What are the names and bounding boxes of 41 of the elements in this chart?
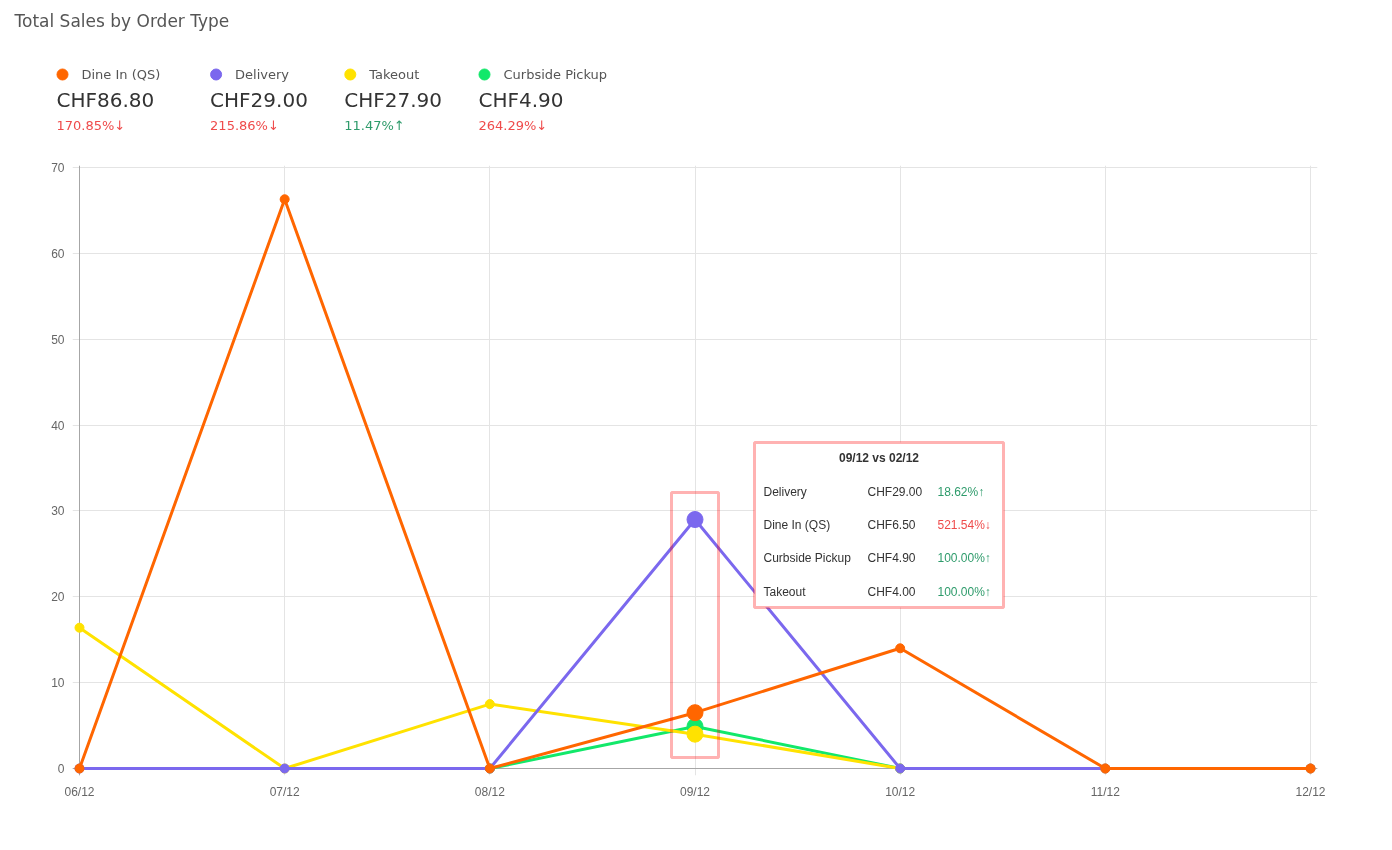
annotation: CHF29.00 bbox=[867, 484, 923, 499]
annotation: CHF4.00 bbox=[867, 584, 916, 599]
y-tick-label: 0 bbox=[57, 762, 65, 776]
legend-label: Dine In (QS) bbox=[81, 67, 161, 82]
text: 11.47%↑ bbox=[344, 118, 405, 133]
legend-label: Curbside Pickup bbox=[503, 67, 608, 82]
y-tick-label: 40 bbox=[51, 418, 65, 433]
y-tick-label: 10 bbox=[51, 676, 65, 691]
x-tick-label: 10/12 bbox=[885, 784, 916, 799]
annotation: CHF6.50 bbox=[867, 517, 916, 532]
text: 264.29%↓ bbox=[478, 118, 548, 133]
x-tick-label: 08/12 bbox=[474, 784, 506, 799]
annotation: 100.00%↑ bbox=[937, 551, 991, 566]
annotation: 09/12 vs 02/12 bbox=[838, 450, 920, 465]
annotation: Curbside Pickup bbox=[763, 551, 852, 566]
legend-label: Delivery bbox=[235, 67, 290, 82]
chart-title: Total Sales by Order Type bbox=[13, 10, 230, 31]
annotation: 521.54%↓ bbox=[937, 517, 991, 532]
text: CHF86.80 bbox=[56, 87, 155, 112]
text: 170.85%↓ bbox=[56, 118, 126, 133]
text: 215.86%↓ bbox=[210, 118, 279, 133]
y-tick-label: 50 bbox=[51, 332, 65, 347]
annotation: 18.62%↑ bbox=[937, 484, 985, 499]
x-tick-label: 12/12 bbox=[1295, 784, 1326, 799]
annotation: CHF4.90 bbox=[867, 551, 916, 566]
x-tick-label: 06/12 bbox=[64, 784, 95, 799]
y-tick-label: 60 bbox=[51, 246, 65, 261]
annotation: Takeout bbox=[763, 584, 807, 599]
text: CHF27.90 bbox=[344, 87, 443, 112]
annotation: Dine In (QS) bbox=[763, 517, 831, 532]
y-tick-label: 70 bbox=[51, 161, 65, 175]
y-tick-label: 30 bbox=[51, 504, 65, 519]
text: CHF4.90 bbox=[478, 87, 564, 112]
legend-label: Takeout bbox=[368, 67, 420, 82]
annotation: Delivery bbox=[763, 484, 807, 499]
text: CHF29.00 bbox=[210, 87, 308, 112]
x-tick-label: 07/12 bbox=[269, 784, 301, 799]
y-tick-label: 20 bbox=[51, 590, 65, 605]
x-tick-label: 09/12 bbox=[679, 784, 711, 799]
annotation: 100.00%↑ bbox=[937, 584, 991, 599]
x-tick-label: 11/12 bbox=[1090, 784, 1121, 799]
